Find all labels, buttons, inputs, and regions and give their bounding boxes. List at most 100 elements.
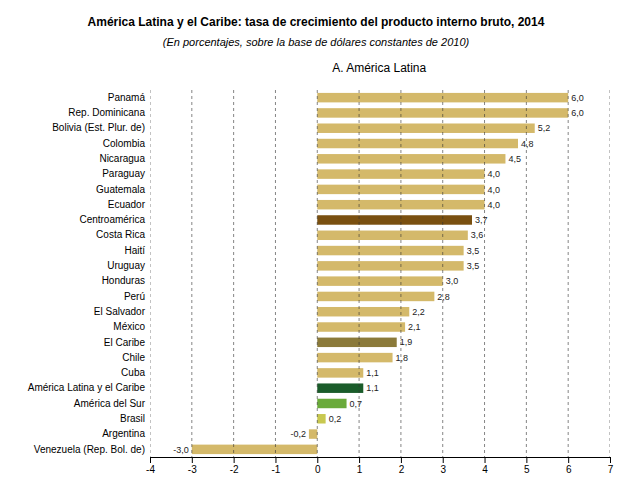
data-label: 2,2 — [412, 307, 425, 317]
bar — [317, 154, 505, 163]
y-tick: Costa Rica — [96, 229, 145, 240]
data-label: 1,8 — [396, 353, 409, 363]
y-tick-label: Rep. Dominicana — [68, 107, 145, 118]
bar — [317, 261, 463, 270]
y-tick: Honduras — [102, 275, 145, 286]
y-tick: Guatemala — [96, 184, 145, 195]
bar — [317, 292, 434, 301]
y-tick-label: Paraguay — [102, 168, 145, 179]
data-label: 5,2 — [538, 123, 551, 133]
data-label: 4,0 — [488, 200, 501, 210]
grid-line — [191, 90, 192, 457]
data-label: 2,1 — [408, 322, 421, 332]
y-tick-label: Haití — [124, 245, 145, 256]
bar — [317, 368, 363, 377]
y-tick: Haití — [124, 245, 145, 256]
x-tick: 1 — [357, 457, 363, 475]
y-tick: Brasil — [120, 413, 145, 424]
x-tick: 4 — [482, 457, 488, 475]
x-tick-mark — [359, 457, 360, 463]
grid-line — [275, 90, 276, 457]
y-tick: Argentina — [102, 428, 145, 439]
y-tick-label: Panamá — [108, 92, 146, 103]
bar — [192, 445, 317, 454]
bar — [309, 429, 317, 438]
data-label: 6,0 — [571, 108, 584, 118]
section-label: A. América Latina — [332, 61, 426, 75]
data-label: 1,1 — [366, 368, 379, 378]
y-tick: Paraguay — [102, 168, 145, 179]
y-tick-label: Bolivia (Est. Plur. de) — [52, 122, 145, 133]
grid-line — [317, 90, 318, 457]
subtitle: (En porcentajes, sobre la base de dólare… — [163, 36, 470, 48]
y-tick: Rep. Dominicana — [68, 107, 145, 118]
x-tick: 3 — [440, 457, 446, 475]
y-tick-label: América Latina y el Caribe — [28, 382, 146, 393]
y-tick: México — [113, 321, 145, 332]
y-tick: América del Sur — [74, 398, 146, 409]
bar — [317, 322, 405, 331]
data-label: 4,8 — [521, 139, 534, 149]
bar — [317, 338, 396, 347]
y-tick: Colombia — [103, 138, 146, 149]
data-label: -0,2 — [290, 429, 306, 439]
data-label: 1,9 — [400, 337, 413, 347]
data-label: 2,8 — [437, 292, 450, 302]
x-tick-mark — [526, 457, 527, 463]
x-tick-mark — [568, 457, 569, 463]
grid-line — [442, 90, 443, 457]
x-tick-label: 2 — [399, 464, 405, 475]
y-tick-label: Guatemala — [96, 184, 145, 195]
y-tick-label: Nicaragua — [99, 153, 145, 164]
x-tick-label: 6 — [566, 464, 572, 475]
data-label: 3,6 — [471, 230, 484, 240]
x-tick-mark — [192, 457, 193, 463]
chart: América Latina y el Caribe: tasa de crec… — [0, 0, 632, 487]
y-tick: América Latina y el Caribe — [28, 382, 146, 393]
x-tick: 0 — [315, 457, 321, 475]
data-label: 4,0 — [488, 185, 501, 195]
y-tick-label: Brasil — [120, 413, 145, 424]
y-tick-label: Uruguay — [107, 260, 145, 271]
data-label: 3,5 — [467, 246, 480, 256]
y-tick-label: Venezuela (Rep. Bol. de) — [34, 444, 145, 455]
x-tick: 6 — [566, 457, 572, 475]
x-tick: -3 — [188, 457, 197, 475]
x-tick-label: -2 — [230, 464, 239, 475]
x-tick-mark — [485, 457, 486, 463]
y-tick-label: El Caribe — [104, 337, 146, 348]
y-tick-label: Argentina — [102, 428, 145, 439]
y-axis: Venezuela (Rep. Bol. de) Argentina Brasil A… — [28, 92, 146, 455]
x-tick-label: 1 — [357, 464, 363, 475]
y-tick-label: El Salvador — [94, 306, 146, 317]
bar — [317, 215, 472, 224]
grid-line — [150, 90, 151, 457]
data-label: 0,7 — [350, 399, 363, 409]
y-tick-label: Chile — [122, 352, 145, 363]
grid — [150, 90, 610, 457]
y-tick: El Salvador — [94, 306, 146, 317]
x-tick-label: 4 — [482, 464, 488, 475]
bar — [317, 246, 463, 255]
x-tick: 7 — [608, 457, 614, 475]
y-tick: Venezuela (Rep. Bol. de) — [34, 444, 145, 455]
y-tick-label: Ecuador — [108, 199, 146, 210]
y-tick: Ecuador — [108, 199, 146, 210]
x-tick-label: 3 — [440, 464, 446, 475]
bar — [317, 353, 392, 362]
bar — [317, 383, 363, 392]
bar — [317, 231, 468, 240]
title: América Latina y el Caribe: tasa de crec… — [88, 15, 545, 29]
x-tick: -4 — [146, 457, 155, 475]
data-label: 6,0 — [571, 93, 584, 103]
y-tick: Cuba — [121, 367, 145, 378]
bar — [317, 414, 325, 423]
y-tick-label: Cuba — [121, 367, 145, 378]
data-label: 3,7 — [475, 215, 488, 225]
data-label: 1,1 — [366, 383, 379, 393]
y-tick: Centroamérica — [79, 214, 145, 225]
x-tick-label: 0 — [315, 464, 321, 475]
bars — [192, 93, 568, 454]
x-axis: -4-3-2-101234567 — [146, 457, 614, 475]
data-label: 0,2 — [329, 414, 342, 424]
